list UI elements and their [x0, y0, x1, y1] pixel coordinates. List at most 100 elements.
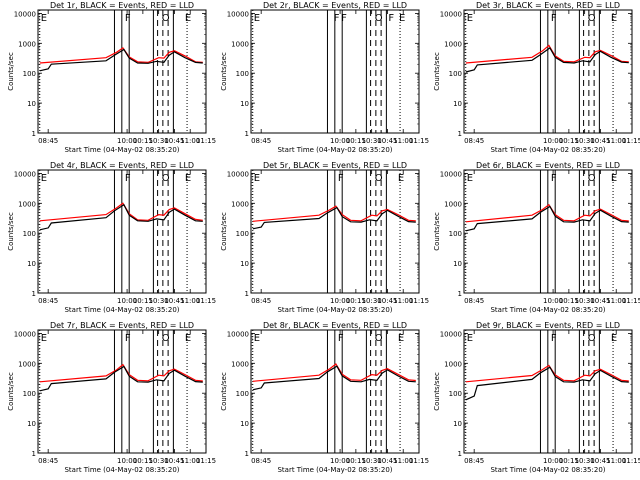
panel-title: Det 3r, BLACK = Events, RED = LLD [476, 1, 620, 10]
x-tick-label: 11:15 [409, 137, 429, 145]
flag-letter: E [467, 333, 473, 344]
y-tick-label: 1 [245, 450, 249, 458]
series-line-lld [252, 363, 416, 382]
flag-letter: E [185, 333, 191, 344]
flag-letter: F [338, 333, 344, 344]
x-axis-label: Start Time (04-May-02 08:35:20) [277, 466, 392, 474]
flag-letter: O [588, 333, 596, 344]
flag-letter: O [162, 173, 170, 184]
y-tick-label: 10 [453, 420, 462, 428]
y-tick-label: 100 [23, 390, 36, 398]
y-axis-label: Counts/sec [220, 212, 228, 251]
series-line-lld [465, 203, 629, 223]
y-axis-label: Counts/sec [220, 372, 228, 411]
y-tick-label: 100 [449, 390, 462, 398]
x-tick-label: 10:00 [330, 137, 350, 145]
x-tick-label: 10:00 [330, 457, 350, 465]
x-tick-label: 11:15 [622, 137, 640, 145]
flag-letter: F [388, 13, 394, 24]
series-line-lld [39, 47, 203, 64]
flag-letter: E [611, 333, 617, 344]
y-tick-label: 10000 [440, 170, 462, 178]
y-axis-label: Counts/sec [7, 372, 15, 411]
detector-panel: Det 5r, BLACK = Events, RED = LLD 1 10 100 1… [220, 161, 429, 314]
y-tick-label: 100 [236, 70, 249, 78]
y-tick-label: 10000 [440, 10, 462, 18]
x-tick-label: 10:30 [362, 297, 382, 305]
x-tick-label: 10:45 [164, 457, 184, 465]
x-tick-label: 08:45 [38, 297, 58, 305]
series-line-events [252, 206, 416, 230]
detector-panel: Det 2r, BLACK = Events, RED = LLD 1 10 100 1… [220, 1, 429, 154]
y-tick-label: 1000 [231, 200, 249, 208]
flag-letter: E [185, 13, 191, 24]
x-tick-label: 10:00 [543, 457, 563, 465]
x-axis-label: Start Time (04-May-02 08:35:20) [277, 306, 392, 314]
x-axis-label: Start Time (04-May-02 08:35:20) [490, 306, 605, 314]
x-tick-label: 10:00 [117, 457, 137, 465]
x-tick-label: 08:45 [464, 297, 484, 305]
flag-letter: O [162, 333, 170, 344]
panel-title: Det 7r, BLACK = Events, RED = LLD [50, 321, 194, 330]
y-tick-label: 1 [458, 450, 462, 458]
x-tick-label: 11:15 [196, 457, 216, 465]
flag-letter: F [125, 333, 131, 344]
x-tick-label: 10:30 [575, 137, 595, 145]
y-tick-label: 10 [240, 260, 249, 268]
x-tick-label: 10:30 [149, 137, 169, 145]
x-tick-label: 10:15 [346, 137, 366, 145]
y-tick-label: 10000 [227, 170, 249, 178]
y-tick-label: 100 [23, 230, 36, 238]
x-tick-label: 10:30 [362, 457, 382, 465]
flag-letter: O [162, 13, 170, 24]
y-tick-label: 10 [240, 420, 249, 428]
panel-title: Det 1r, BLACK = Events, RED = LLD [50, 1, 194, 10]
x-axis-label: Start Time (04-May-02 08:35:20) [64, 146, 179, 154]
detector-panel: Det 6r, BLACK = Events, RED = LLD 1 10 100 1… [433, 161, 640, 314]
x-tick-label: 08:45 [251, 457, 271, 465]
y-tick-label: 1000 [444, 360, 462, 368]
flag-letter: F [338, 173, 344, 184]
y-tick-label: 100 [236, 230, 249, 238]
x-tick-label: 10:15 [559, 137, 579, 145]
y-tick-label: 10 [453, 100, 462, 108]
x-tick-label: 11:00 [180, 137, 200, 145]
y-axis-label: Counts/sec [7, 52, 15, 91]
x-tick-label: 10:45 [164, 297, 184, 305]
series-line-lld [252, 205, 416, 222]
panel-title: Det 5r, BLACK = Events, RED = LLD [263, 161, 407, 170]
flag-letter: F [125, 13, 131, 24]
y-tick-label: 1 [458, 290, 462, 298]
x-tick-label: 10:00 [117, 297, 137, 305]
x-tick-label: 10:00 [543, 297, 563, 305]
y-tick-label: 10000 [14, 330, 36, 338]
x-axis-label: Start Time (04-May-02 08:35:20) [64, 306, 179, 314]
flag-letter: E [398, 173, 404, 184]
x-tick-label: 08:45 [38, 137, 58, 145]
x-tick-label: 10:15 [346, 297, 366, 305]
flag-letter: E [185, 173, 191, 184]
detector-panel: Det 4r, BLACK = Events, RED = LLD 1 10 100 1… [7, 161, 216, 314]
detector-panel: Det 3r, BLACK = Events, RED = LLD 1 10 100 1… [433, 1, 640, 154]
x-tick-label: 10:00 [543, 137, 563, 145]
y-tick-label: 10 [27, 100, 36, 108]
x-tick-label: 10:15 [133, 137, 153, 145]
series-line-events [39, 48, 203, 72]
panel-title: Det 2r, BLACK = Events, RED = LLD [263, 1, 407, 10]
x-tick-label: 10:45 [377, 457, 397, 465]
y-axis-label: Counts/sec [7, 212, 15, 251]
x-tick-label: 10:30 [149, 297, 169, 305]
flag-letter: F [551, 13, 557, 24]
x-tick-label: 11:00 [606, 137, 626, 145]
flag-letter: E [467, 13, 473, 24]
y-tick-label: 10000 [227, 330, 249, 338]
x-tick-label: 10:00 [330, 297, 350, 305]
series-line-events [465, 47, 629, 73]
x-axis-label: Start Time (04-May-02 08:35:20) [490, 466, 605, 474]
panel-title: Det 8r, BLACK = Events, RED = LLD [263, 321, 407, 330]
x-tick-label: 08:45 [464, 457, 484, 465]
x-tick-label: 10:30 [575, 457, 595, 465]
y-tick-label: 10 [240, 100, 249, 108]
detector-panel: Det 8r, BLACK = Events, RED = LLD 1 10 100 1… [220, 321, 429, 474]
